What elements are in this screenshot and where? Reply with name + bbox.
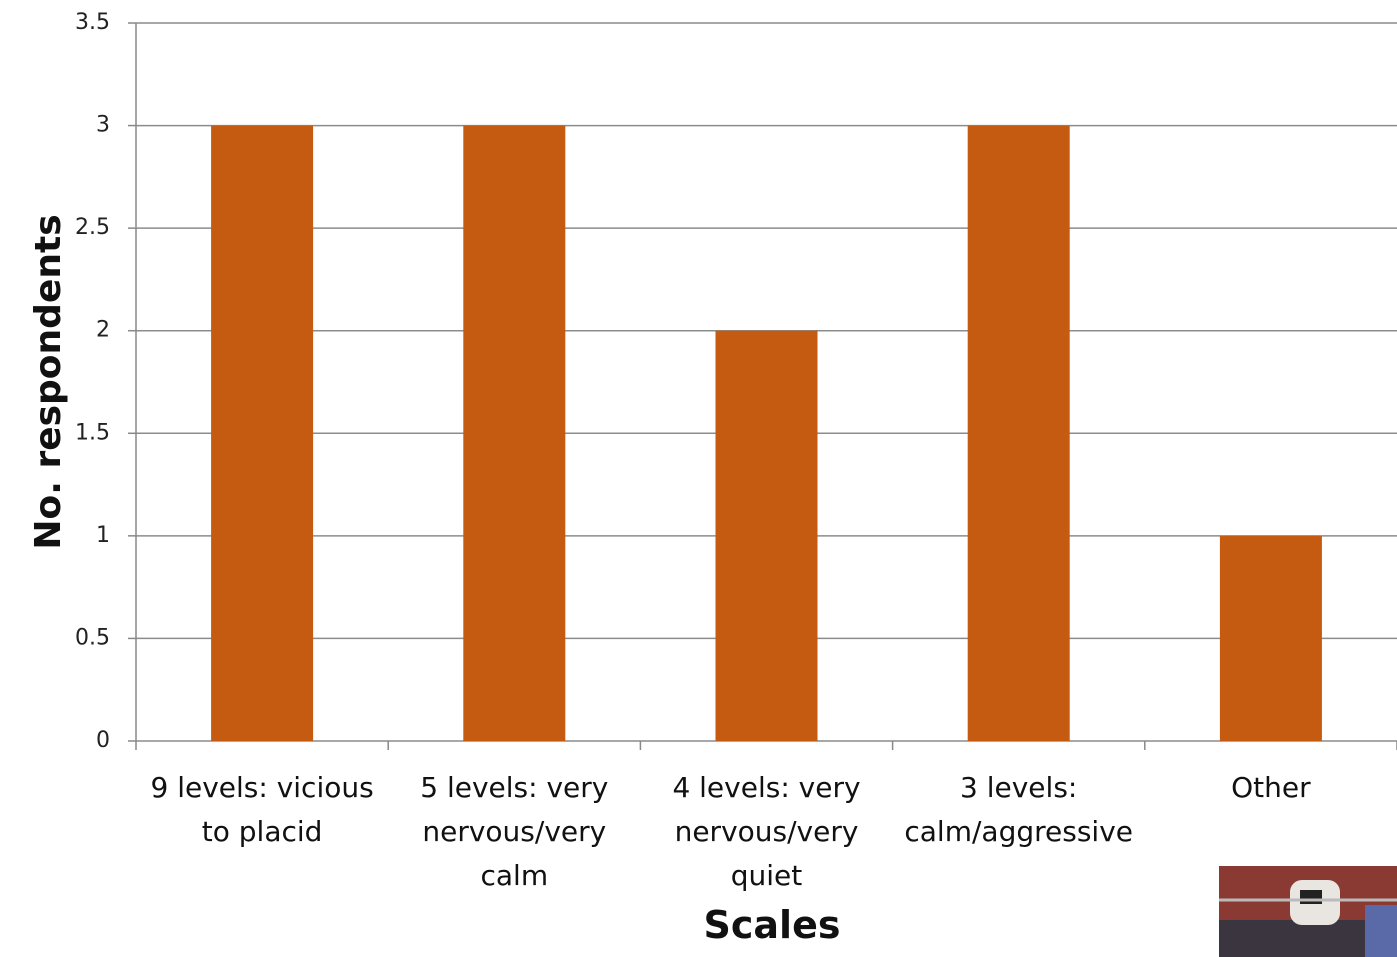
y-tick-label: 0.5 xyxy=(75,625,110,650)
x-tick-label: 5 levels: very nervous/very calm xyxy=(420,771,609,892)
x-tick-label: 9 levels: vicious to placid xyxy=(150,771,374,848)
photo xyxy=(1219,866,1397,957)
y-tick-label: 1 xyxy=(96,523,110,548)
bar xyxy=(967,125,1070,742)
y-tick-label: 2 xyxy=(96,318,110,343)
x-axis-title: Scales xyxy=(704,903,841,947)
bar xyxy=(1219,535,1322,741)
x-tick-label: 4 levels: very nervous/very quiet xyxy=(672,771,861,892)
y-tick-label: 3 xyxy=(96,113,110,138)
y-tick-label: 2.5 xyxy=(75,215,110,240)
y-tick-label: 0 xyxy=(96,728,110,753)
y-tick-label: 3.5 xyxy=(75,10,110,35)
bar xyxy=(463,125,566,742)
bar xyxy=(715,330,818,741)
y-axis-title: No. respondents xyxy=(28,214,69,549)
y-tick-label: 1.5 xyxy=(75,420,110,445)
x-tick-label: 3 levels: calm/aggressive xyxy=(904,771,1133,848)
x-tick-label: Other xyxy=(1231,771,1311,804)
bar xyxy=(211,125,314,742)
